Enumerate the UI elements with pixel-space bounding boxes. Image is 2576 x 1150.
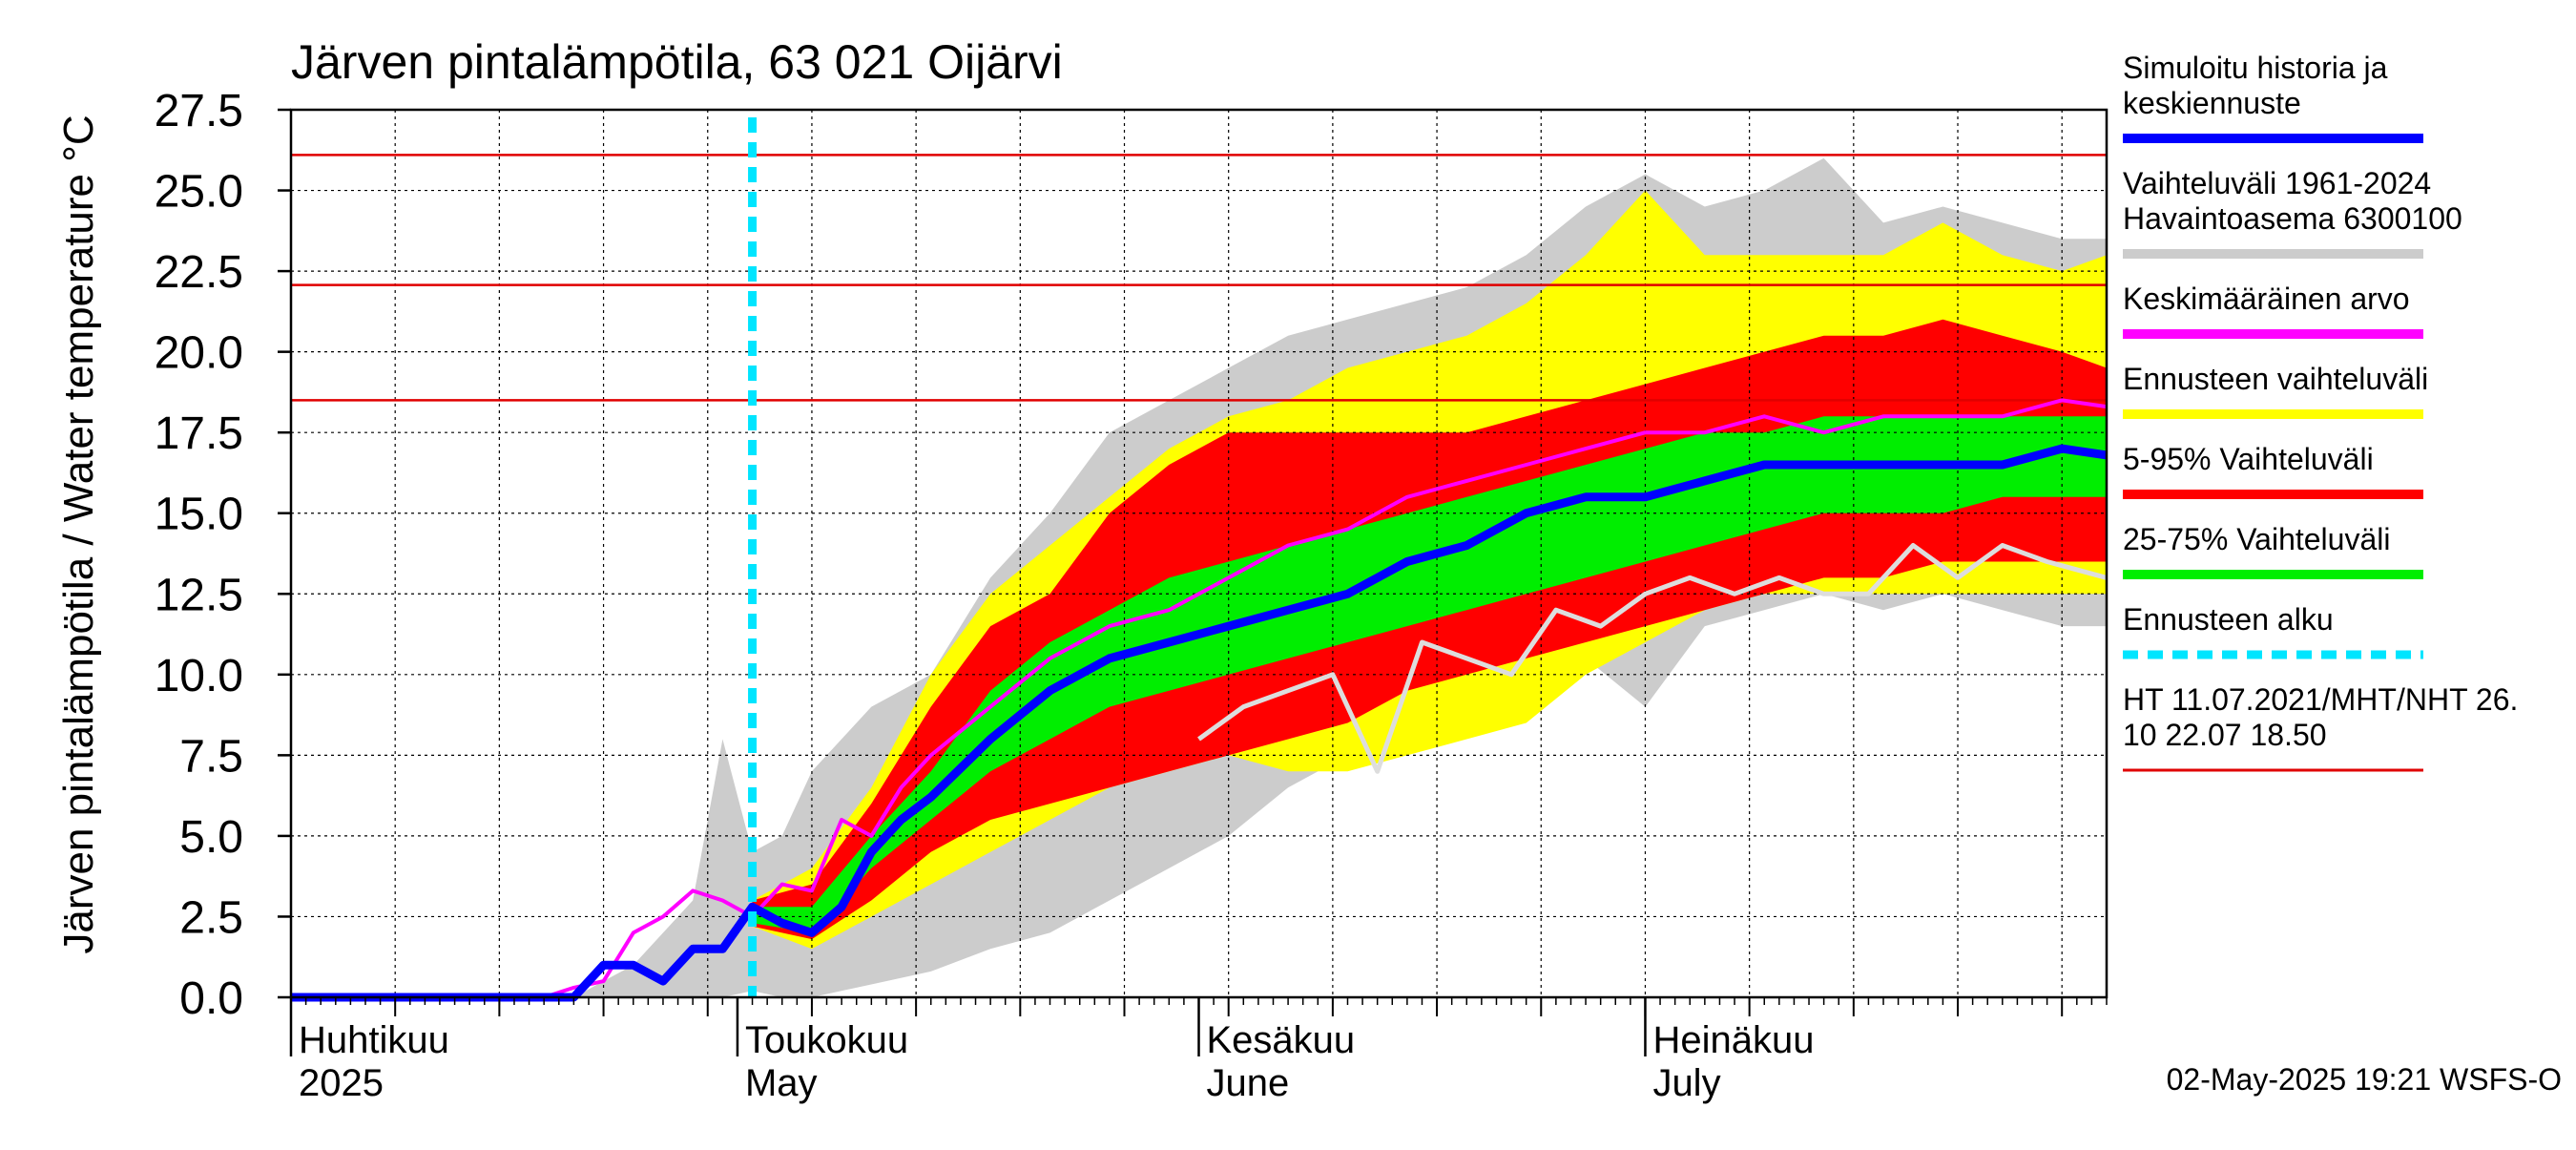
bands-group [573,157,2107,997]
x-month-sublabel: July [1652,1062,1720,1104]
y-axis: 0.0 2.5 5.0 7.5 10.0 12.5 15.0 17.5 20.0 22.5 25.0… [155,86,291,1024]
y-tick-label: 7.5 [179,731,243,782]
y-tick-label: 0.0 [179,973,243,1024]
x-month-sublabel: May [745,1062,818,1104]
x-month-label: Heinäkuu [1652,1019,1814,1061]
y-tick-label: 27.5 [155,86,243,136]
series-line-0 [291,444,2108,1002]
y-tick-label: 2.5 [179,892,243,943]
legend-label: 5-95% Vaihteluväli [2123,442,2374,476]
y-tick-label: 17.5 [155,408,243,459]
series-group [291,117,2108,1002]
legend-label: keskiennuste [2123,86,2301,120]
x-month-label: Toukokuu [745,1019,908,1061]
legend-label: Ennusteen alku [2123,602,2334,637]
y-tick-label: 25.0 [155,167,243,218]
x-month-sublabel: 2025 [299,1062,384,1104]
grid-group [291,109,2107,998]
series-line-2 [1197,543,2108,774]
legend-label: Vaihteluväli 1961-2024 [2123,166,2431,200]
y-axis-label: Järven pintalämpötila / Water temperatur… [55,115,102,953]
y-tick-label: 22.5 [155,247,243,298]
x-month-sublabel: June [1207,1062,1290,1104]
legend-label: Havaintoasema 6300100 [2123,201,2462,236]
x-month-label: Kesäkuu [1207,1019,1356,1061]
y-tick-label: 5.0 [179,812,243,863]
y-tick-label: 15.0 [155,490,243,540]
y-tick-label: 20.0 [155,328,243,379]
legend-label: Simuloitu historia ja [2123,51,2388,85]
series-line-1 [543,398,2108,999]
chart-title: Järven pintalämpötila, 63 021 Oijärvi [291,35,1063,89]
legend-label: Keskimääräinen arvo [2123,282,2410,316]
legend-label: 25-75% Vaihteluväli [2123,522,2390,556]
x-month-label: Huhtikuu [299,1019,449,1061]
footer-timestamp: 02-May-2025 19:21 WSFS-O [2167,1062,2562,1097]
y-tick-label: 10.0 [155,651,243,701]
y-tick-label: 12.5 [155,570,243,620]
legend-label: Ennusteen vaihteluväli [2123,362,2428,396]
legend-label: 10 22.07 18.50 [2123,718,2327,752]
legend-label: HT 11.07.2021/MHT/NHT 26. [2123,682,2518,717]
reference-lines-group [291,154,2107,402]
